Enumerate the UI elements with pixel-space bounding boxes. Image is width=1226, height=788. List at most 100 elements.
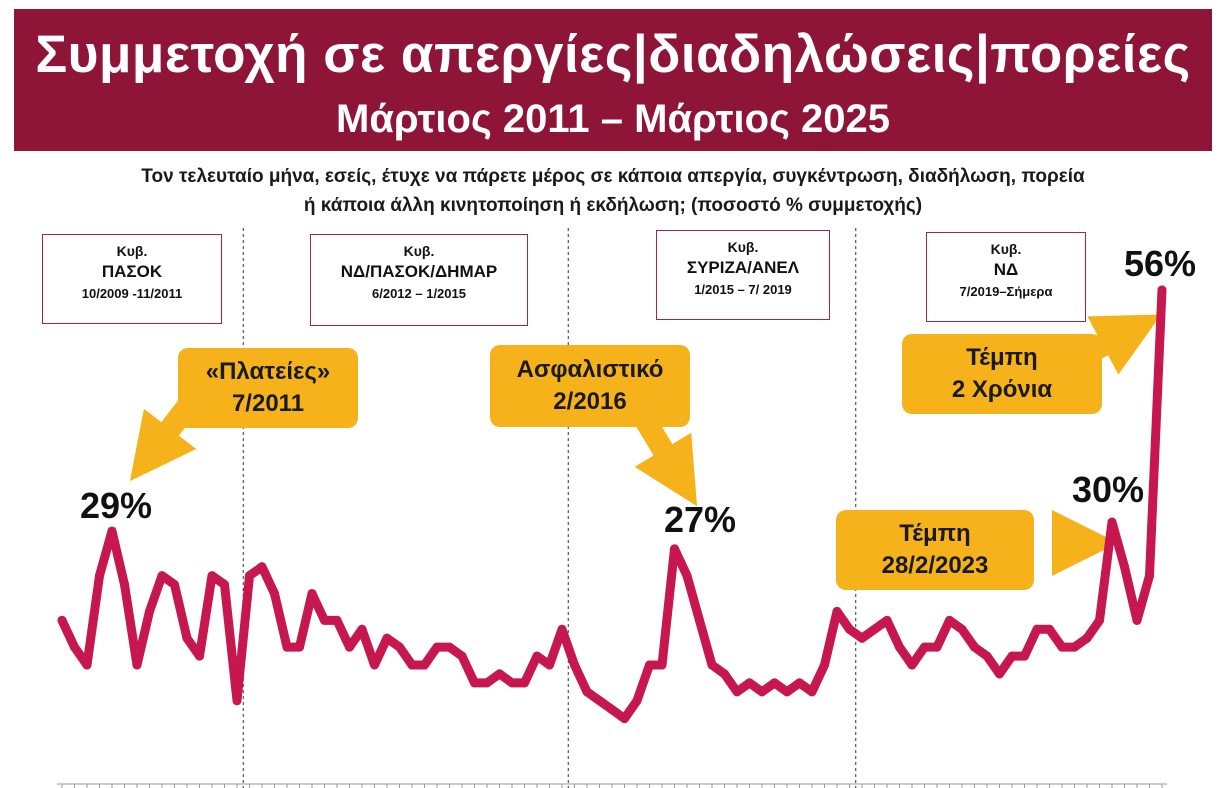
- data-point: [907, 660, 917, 670]
- data-point: [70, 642, 79, 652]
- data-point: [245, 571, 254, 581]
- data-point: [520, 678, 529, 688]
- data-point: [895, 642, 904, 652]
- data-point: [1132, 615, 1142, 625]
- gov-party: ΣΥΡΙΖΑ/ΑΝΕΛ: [686, 258, 800, 277]
- data-point: [295, 642, 304, 652]
- data-point: [1020, 651, 1029, 661]
- data-point: [1157, 285, 1167, 295]
- data-point: [1070, 642, 1079, 652]
- gov-party: ΠΑΣΟΚ: [101, 262, 163, 281]
- data-point: [832, 606, 842, 616]
- data-point: [220, 580, 229, 590]
- data-point: [395, 642, 404, 652]
- data-point: [820, 660, 829, 670]
- callout-line-1: Τέμπη: [966, 344, 1038, 371]
- data-point: [95, 571, 104, 581]
- data-point: [970, 642, 979, 652]
- data-point: [682, 571, 692, 581]
- gov-box-nd-pasok-dimar: Κυβ. ΝΔ/ΠΑΣΟΚ/ΔΗΜΑΡ 6/2012 – 1/2015: [310, 234, 528, 326]
- gov-period: 6/2012 – 1/2015: [372, 286, 466, 301]
- data-point: [1057, 642, 1067, 652]
- data-point: [920, 642, 929, 652]
- data-point: [232, 696, 242, 706]
- data-point: [1032, 624, 1042, 634]
- data-point: [307, 589, 317, 599]
- data-point: [57, 615, 67, 625]
- data-point: [957, 624, 967, 634]
- gov-party: ΝΔ/ΠΑΣΟΚ/ΔΗΜΑΡ: [340, 262, 498, 281]
- data-point: [120, 580, 129, 590]
- data-point: [370, 660, 379, 670]
- data-point: [507, 678, 517, 688]
- data-point: [170, 580, 179, 590]
- data-point: [107, 526, 117, 536]
- question-line-1: Τον τελευταίο μήνα, εσείς, έτυχε να πάρε…: [141, 166, 1085, 187]
- data-point: [420, 660, 429, 670]
- data-point: [182, 633, 192, 643]
- data-point: [345, 642, 354, 652]
- data-point: [657, 660, 667, 670]
- callout-tempi-2023: Τέμπη 28/2/2023: [836, 510, 1034, 590]
- data-point: [470, 678, 479, 688]
- callout-asfalistiko: Ασφαλιστικό 2/2016: [490, 345, 690, 427]
- gov-period: 10/2009 -11/2011: [81, 286, 183, 301]
- data-point: [720, 669, 729, 679]
- data-point: [1007, 651, 1017, 661]
- data-point: [320, 615, 329, 625]
- data-point: [870, 624, 879, 634]
- data-point: [445, 642, 454, 652]
- data-point: [845, 624, 854, 634]
- callout-line-1: «Πλατείες»: [205, 358, 331, 385]
- data-point: [1107, 517, 1117, 527]
- data-point: [357, 624, 367, 634]
- data-point: [1082, 633, 1092, 643]
- data-point: [582, 687, 592, 697]
- gov-label: Κυβ.: [990, 241, 1022, 257]
- data-point: [632, 696, 642, 706]
- data-point: [882, 615, 892, 625]
- data-point: [595, 696, 604, 706]
- callout-line-2: 2/2016: [553, 388, 627, 415]
- peak-label-29: 29%: [80, 485, 153, 526]
- question-line-2: ή κάποια άλλη κινητοποίηση ή εκδήλωση; (…: [303, 195, 923, 216]
- data-point: [545, 660, 554, 670]
- data-point: [1045, 624, 1054, 634]
- callout-line-1: Ασφαλιστικό: [516, 356, 664, 383]
- data-point: [145, 606, 154, 616]
- data-point: [570, 660, 579, 670]
- peak-label-30: 30%: [1072, 469, 1145, 510]
- data-point: [270, 589, 279, 599]
- gov-label: Κυβ.: [403, 243, 435, 259]
- data-point: [257, 562, 267, 572]
- callout-line-2: 28/2/2023: [881, 552, 989, 579]
- data-point: [620, 714, 629, 724]
- data-point: [457, 651, 467, 661]
- data-point: [495, 669, 504, 679]
- data-point: [207, 571, 217, 581]
- gov-box-syriza-anel: Κυβ. ΣΥΡΙΖΑ/ΑΝΕΛ 1/2015 – 7/ 2019: [656, 230, 830, 320]
- data-point: [482, 678, 492, 688]
- data-point: [1120, 562, 1129, 572]
- data-point: [782, 687, 792, 697]
- data-point: [932, 642, 942, 652]
- title-banner: Συμμετοχή σε απεργίες|διαδηλώσεις|πορείε…: [14, 9, 1212, 151]
- gov-period: 7/2019–Σήμερα: [959, 284, 1053, 299]
- data-point: [770, 678, 779, 688]
- data-point: [157, 571, 167, 581]
- data-point: [557, 624, 567, 634]
- gov-period: 1/2015 – 7/ 2019: [694, 282, 792, 297]
- data-point: [332, 615, 342, 625]
- data-point: [382, 633, 392, 643]
- data-point: [670, 544, 679, 554]
- asfalistiko-arrow: [634, 414, 698, 507]
- callout-line-2: 2 Χρόνια: [951, 376, 1053, 403]
- data-point: [995, 669, 1004, 679]
- gov-label: Κυβ.: [116, 243, 148, 259]
- data-point: [407, 660, 417, 670]
- data-point: [857, 633, 867, 643]
- chart-subtitle: Μάρτιος 2011 – Μάρτιος 2025: [336, 97, 890, 141]
- data-point: [945, 615, 954, 625]
- data-point: [432, 642, 442, 652]
- data-point: [282, 642, 292, 652]
